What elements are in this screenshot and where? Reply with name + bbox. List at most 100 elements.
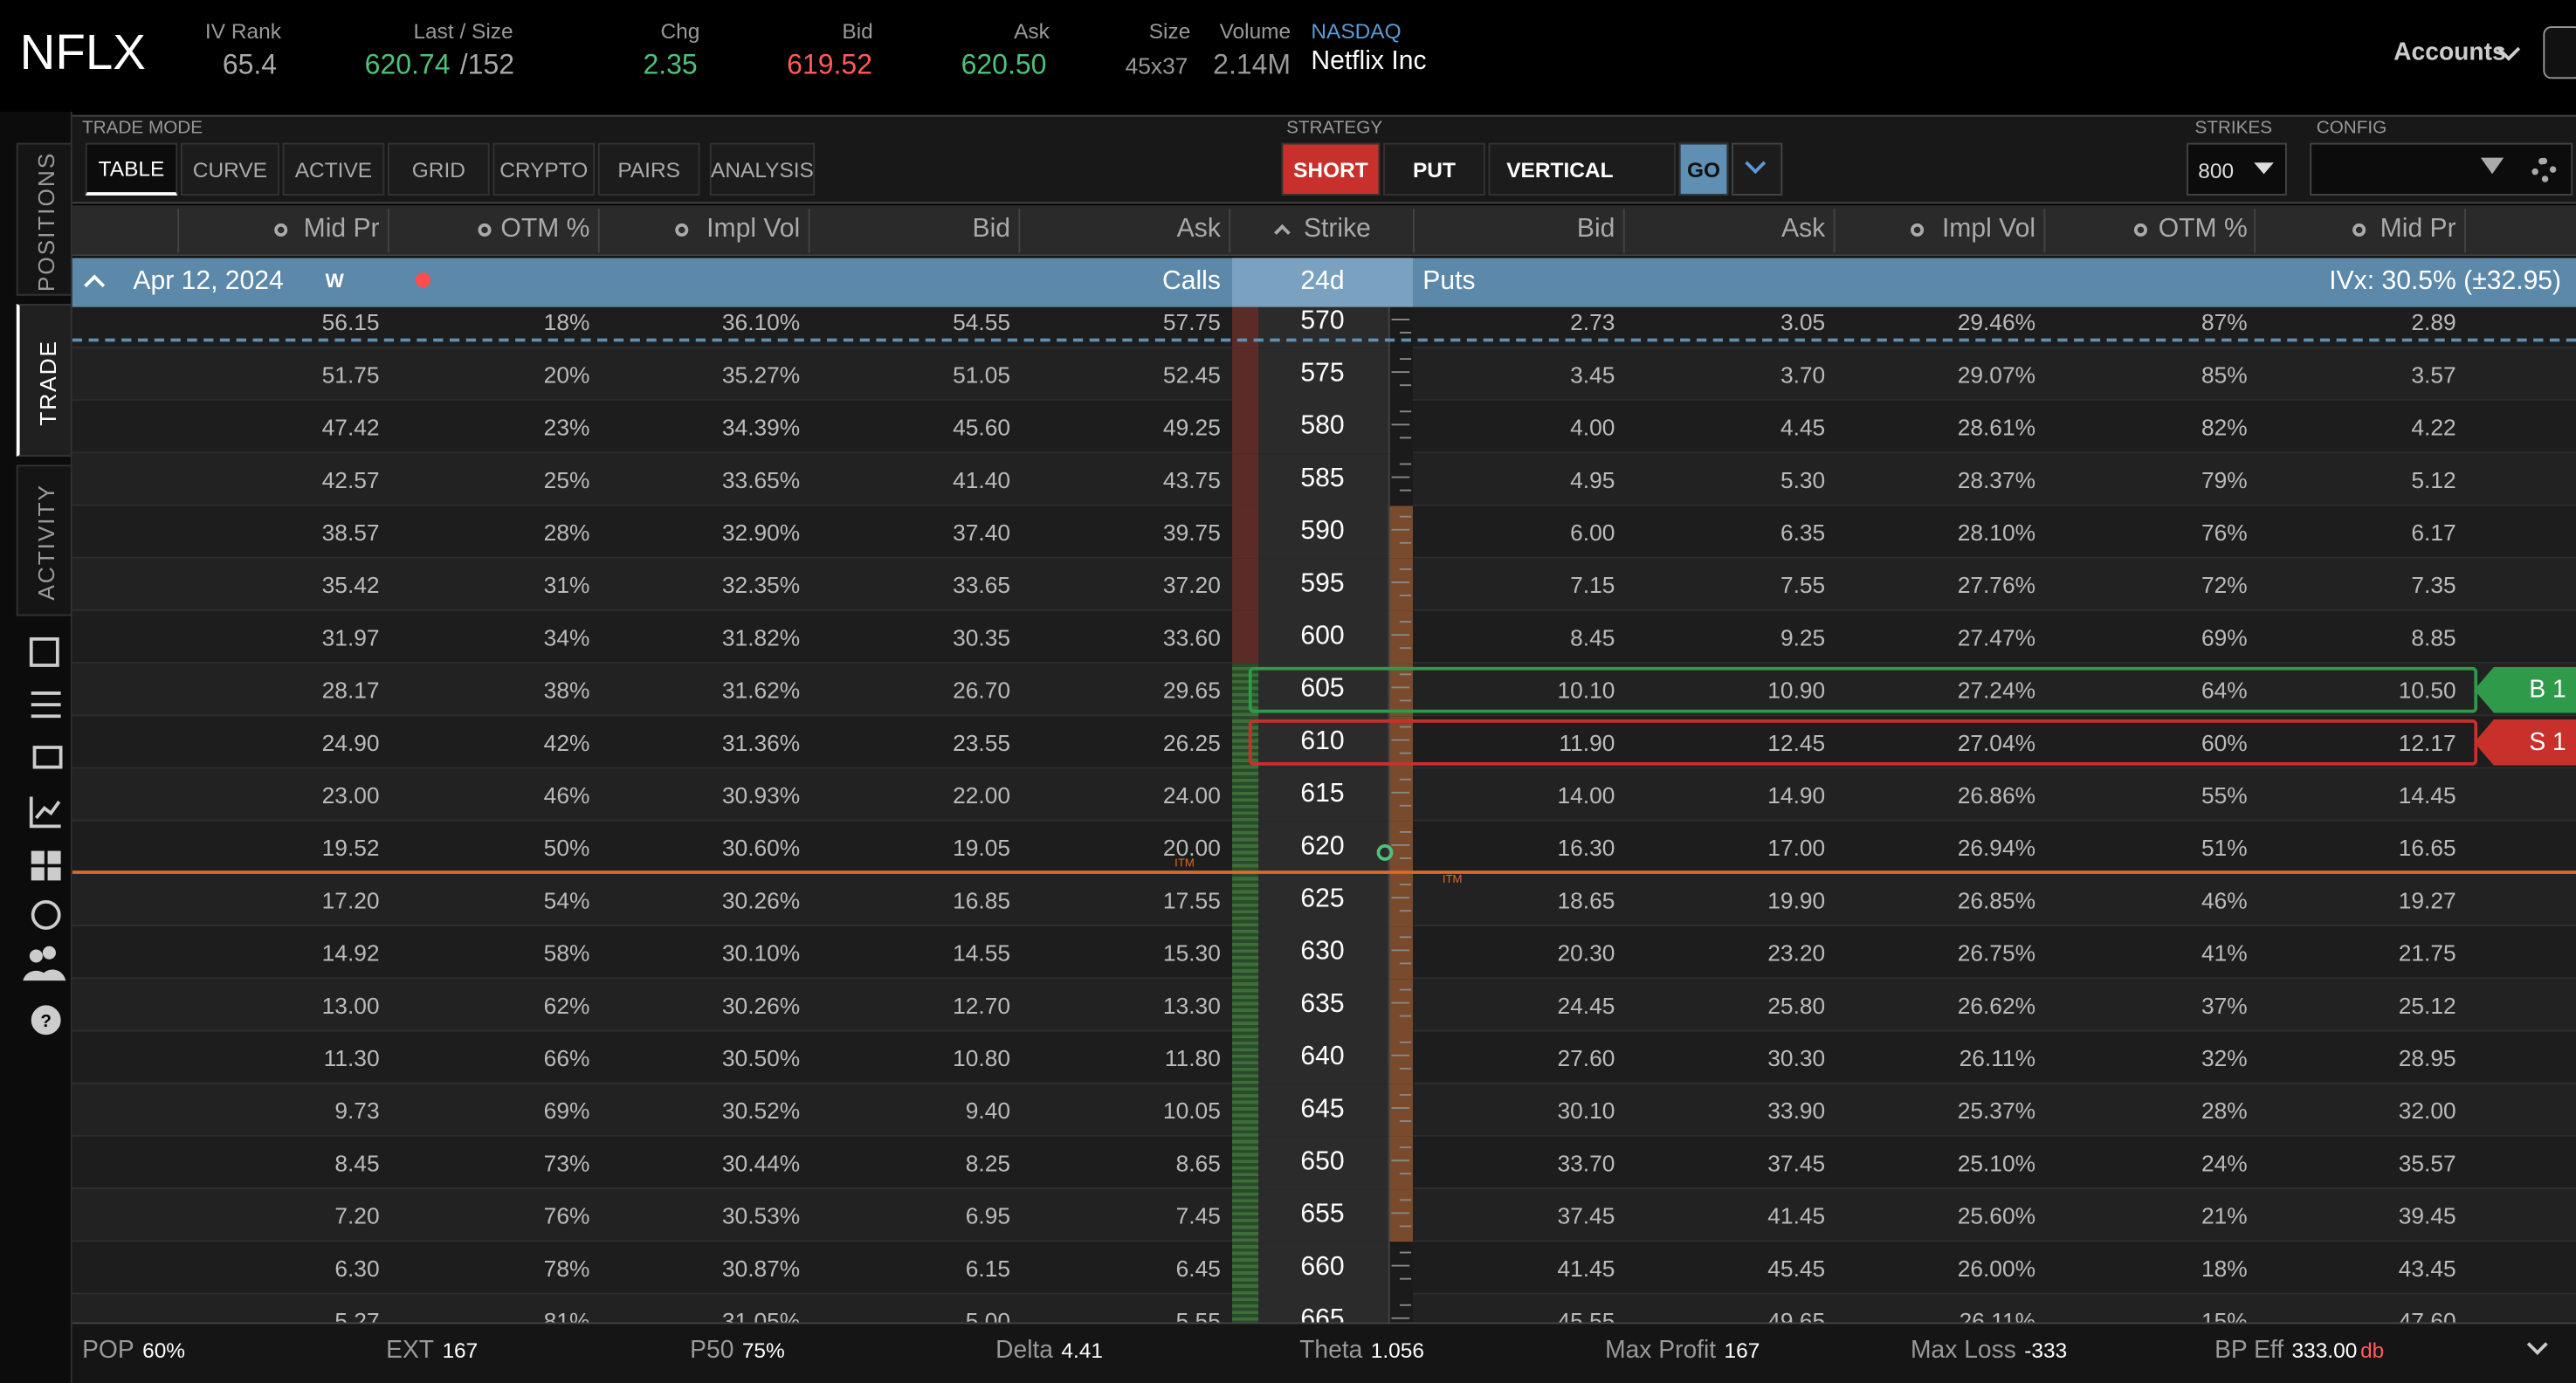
option-value: 31.97 xyxy=(321,623,380,651)
option-value: 33.60 xyxy=(1162,623,1221,651)
option-value: 30.52% xyxy=(721,1097,801,1124)
option-value: 30.44% xyxy=(721,1149,801,1177)
option-row[interactable]: 24.90 42% 31.36% 23.55 26.25 610 11.90 12.45 27.… xyxy=(72,716,2576,769)
order-tag[interactable]: B 1 xyxy=(2474,666,2576,713)
itm-strip xyxy=(1232,821,1259,874)
strikes-select[interactable]: 800 xyxy=(2187,142,2287,196)
ladder-tick xyxy=(1399,884,1412,886)
option-value: 24% xyxy=(2201,1149,2248,1177)
ladder-tick xyxy=(1399,332,1412,334)
option-value: 87% xyxy=(2201,308,2248,335)
option-row[interactable]: 17.20 54% 30.26% 16.85 17.55 625 18.65 19.90 26.… xyxy=(72,873,2576,927)
column-toggle[interactable] xyxy=(2133,223,2147,237)
option-row[interactable]: 56.15 18% 36.10% 54.55 57.75 570 2.73 3.05 29.46… xyxy=(72,306,2576,348)
option-row[interactable]: 9.73 69% 30.52% 9.40 10.05 645 30.10 33.90 25.37… xyxy=(72,1084,2576,1137)
option-value: 33.70 xyxy=(1557,1149,1615,1177)
trade-mode-button[interactable]: GRID xyxy=(388,142,490,196)
option-row[interactable]: 38.57 28% 32.90% 37.40 39.75 590 6.00 6.35 28.10… xyxy=(72,506,2576,559)
strike: 665 xyxy=(1300,1305,1345,1323)
option-value: 25.37% xyxy=(1957,1097,2036,1124)
trade-mode-button[interactable]: TABLE xyxy=(85,142,178,196)
sidebar-tab[interactable]: POSITIONS xyxy=(16,142,72,296)
option-row[interactable]: 42.57 25% 33.65% 41.40 43.75 585 4.95 5.30 28.37… xyxy=(72,453,2576,506)
sidebar-tab[interactable]: ACTIVITY xyxy=(16,464,72,616)
option-row[interactable]: 14.92 58% 30.10% 14.55 15.30 630 20.30 23.20 26.… xyxy=(72,926,2576,980)
option-value: 28.61% xyxy=(1957,414,2036,441)
ladder-strip xyxy=(1388,926,1413,980)
filter-icon xyxy=(2480,157,2504,175)
sidebar-icons[interactable]: ? xyxy=(0,632,72,1042)
option-row[interactable]: 6.30 78% 30.87% 6.15 6.45 660 41.45 45.45 26.00%… xyxy=(72,1242,2576,1295)
column-toggle[interactable] xyxy=(274,223,288,237)
trade-mode-button[interactable]: ANALYSIS xyxy=(709,142,816,196)
option-row[interactable]: 47.42 23% 34.39% 45.60 49.25 580 4.00 4.45 28.61… xyxy=(72,401,2576,454)
ladder-tick xyxy=(1399,699,1412,702)
weekly-flag: W xyxy=(325,269,344,292)
sidebar-tab[interactable]: TRADE xyxy=(16,304,72,458)
option-value: 7.55 xyxy=(1780,571,1826,598)
option-row[interactable]: 51.75 20% 35.27% 51.05 52.45 575 3.45 3.70 29.07… xyxy=(72,347,2576,402)
column-toggle[interactable] xyxy=(478,223,492,237)
strike: 655 xyxy=(1300,1201,1345,1229)
side-toggle[interactable] xyxy=(2543,26,2576,79)
config-box[interactable] xyxy=(2310,142,2573,196)
trade-mode-button[interactable]: CURVE xyxy=(180,142,279,196)
divider xyxy=(2254,208,2256,253)
option-row[interactable]: 35.42 31% 32.35% 33.65 37.20 595 7.15 7.55 27.76… xyxy=(72,558,2576,611)
ladder-tick xyxy=(1391,318,1410,320)
column-toggle[interactable] xyxy=(2352,223,2366,237)
ladder-tick xyxy=(1399,804,1412,807)
strategy-dropdown[interactable] xyxy=(1731,142,1783,196)
option-value: 13.00 xyxy=(321,992,380,1019)
option-value: 13.30 xyxy=(1162,992,1221,1019)
option-value: 34% xyxy=(543,623,590,651)
strategy-button[interactable]: VERTICAL xyxy=(1488,142,1677,196)
option-row[interactable]: 5.27 81% 31.05% 5.00 5.55 665 45.55 49.65 26.11%… xyxy=(72,1294,2576,1323)
trade-mode-button[interactable]: ACTIVE xyxy=(282,142,385,196)
option-value: 14.45 xyxy=(2398,781,2456,808)
option-value: 11.80 xyxy=(1164,1044,1221,1071)
trade-mode-button[interactable]: PAIRS xyxy=(597,142,700,196)
strategy-button[interactable]: GO xyxy=(1678,142,1729,196)
option-value: 25.60% xyxy=(1957,1202,2036,1229)
divider xyxy=(1229,208,1231,253)
option-row[interactable]: 13.00 62% 30.26% 12.70 13.30 635 24.45 25.80 26.… xyxy=(72,979,2576,1032)
option-value: 39.75 xyxy=(1162,519,1221,546)
column-toggle[interactable] xyxy=(1911,223,1925,237)
ladder-tick xyxy=(1399,1225,1412,1228)
option-value: 30.26% xyxy=(721,886,801,914)
option-value: 45.60 xyxy=(953,414,1011,441)
strike-cell xyxy=(1258,768,1388,822)
option-value: 85% xyxy=(2201,361,2248,389)
option-value: 47.60 xyxy=(2398,1307,2456,1323)
option-row[interactable]: 23.00 46% 30.93% 22.00 24.00 615 14.00 14.90 26.… xyxy=(72,768,2576,822)
ladder-tick xyxy=(1391,1107,1410,1109)
ladder-tick xyxy=(1399,1120,1412,1122)
trade-mode-button[interactable]: CRYPTO xyxy=(492,142,596,196)
option-row[interactable]: 28.17 38% 31.62% 26.70 29.65 605 10.10 10.90 27.… xyxy=(72,664,2576,717)
option-row[interactable]: 8.45 73% 30.44% 8.25 8.65 650 33.70 37.45 25.10%… xyxy=(72,1136,2576,1190)
ladder-strip xyxy=(1388,506,1413,559)
option-value: 27.60 xyxy=(1557,1044,1615,1071)
option-value: 27.76% xyxy=(1957,571,2036,598)
ladder-tick xyxy=(1391,1054,1410,1056)
option-value: 26.94% xyxy=(1957,834,2036,861)
option-value: 31% xyxy=(543,571,590,598)
option-value: 10.90 xyxy=(1767,677,1826,704)
order-tag[interactable]: S 1 xyxy=(2474,719,2576,766)
footer xyxy=(72,1322,2576,1383)
option-row[interactable]: 7.20 76% 30.53% 6.95 7.45 655 37.45 41.45 25.60%… xyxy=(72,1189,2576,1242)
option-value: 35.42 xyxy=(321,571,380,598)
option-value: 8.25 xyxy=(965,1149,1011,1177)
option-value: 39.45 xyxy=(2398,1202,2456,1229)
column-toggle[interactable] xyxy=(675,223,689,237)
strategy-button[interactable]: PUT xyxy=(1383,142,1485,196)
option-row[interactable]: 31.97 34% 31.82% 30.35 33.60 600 8.45 9.25 27.47… xyxy=(72,610,2576,664)
tab-label: TRADE xyxy=(34,339,61,425)
option-row[interactable]: 19.52 50% 30.60% 19.05 20.00 620 16.30 17.00 26.… xyxy=(72,821,2576,874)
strategy-button[interactable]: SHORT xyxy=(1281,142,1381,196)
ladder-tick xyxy=(1391,371,1410,374)
strike-cell xyxy=(1258,873,1388,927)
option-row[interactable]: 11.30 66% 30.50% 10.80 11.80 640 27.60 30.30 26.… xyxy=(72,1031,2576,1084)
